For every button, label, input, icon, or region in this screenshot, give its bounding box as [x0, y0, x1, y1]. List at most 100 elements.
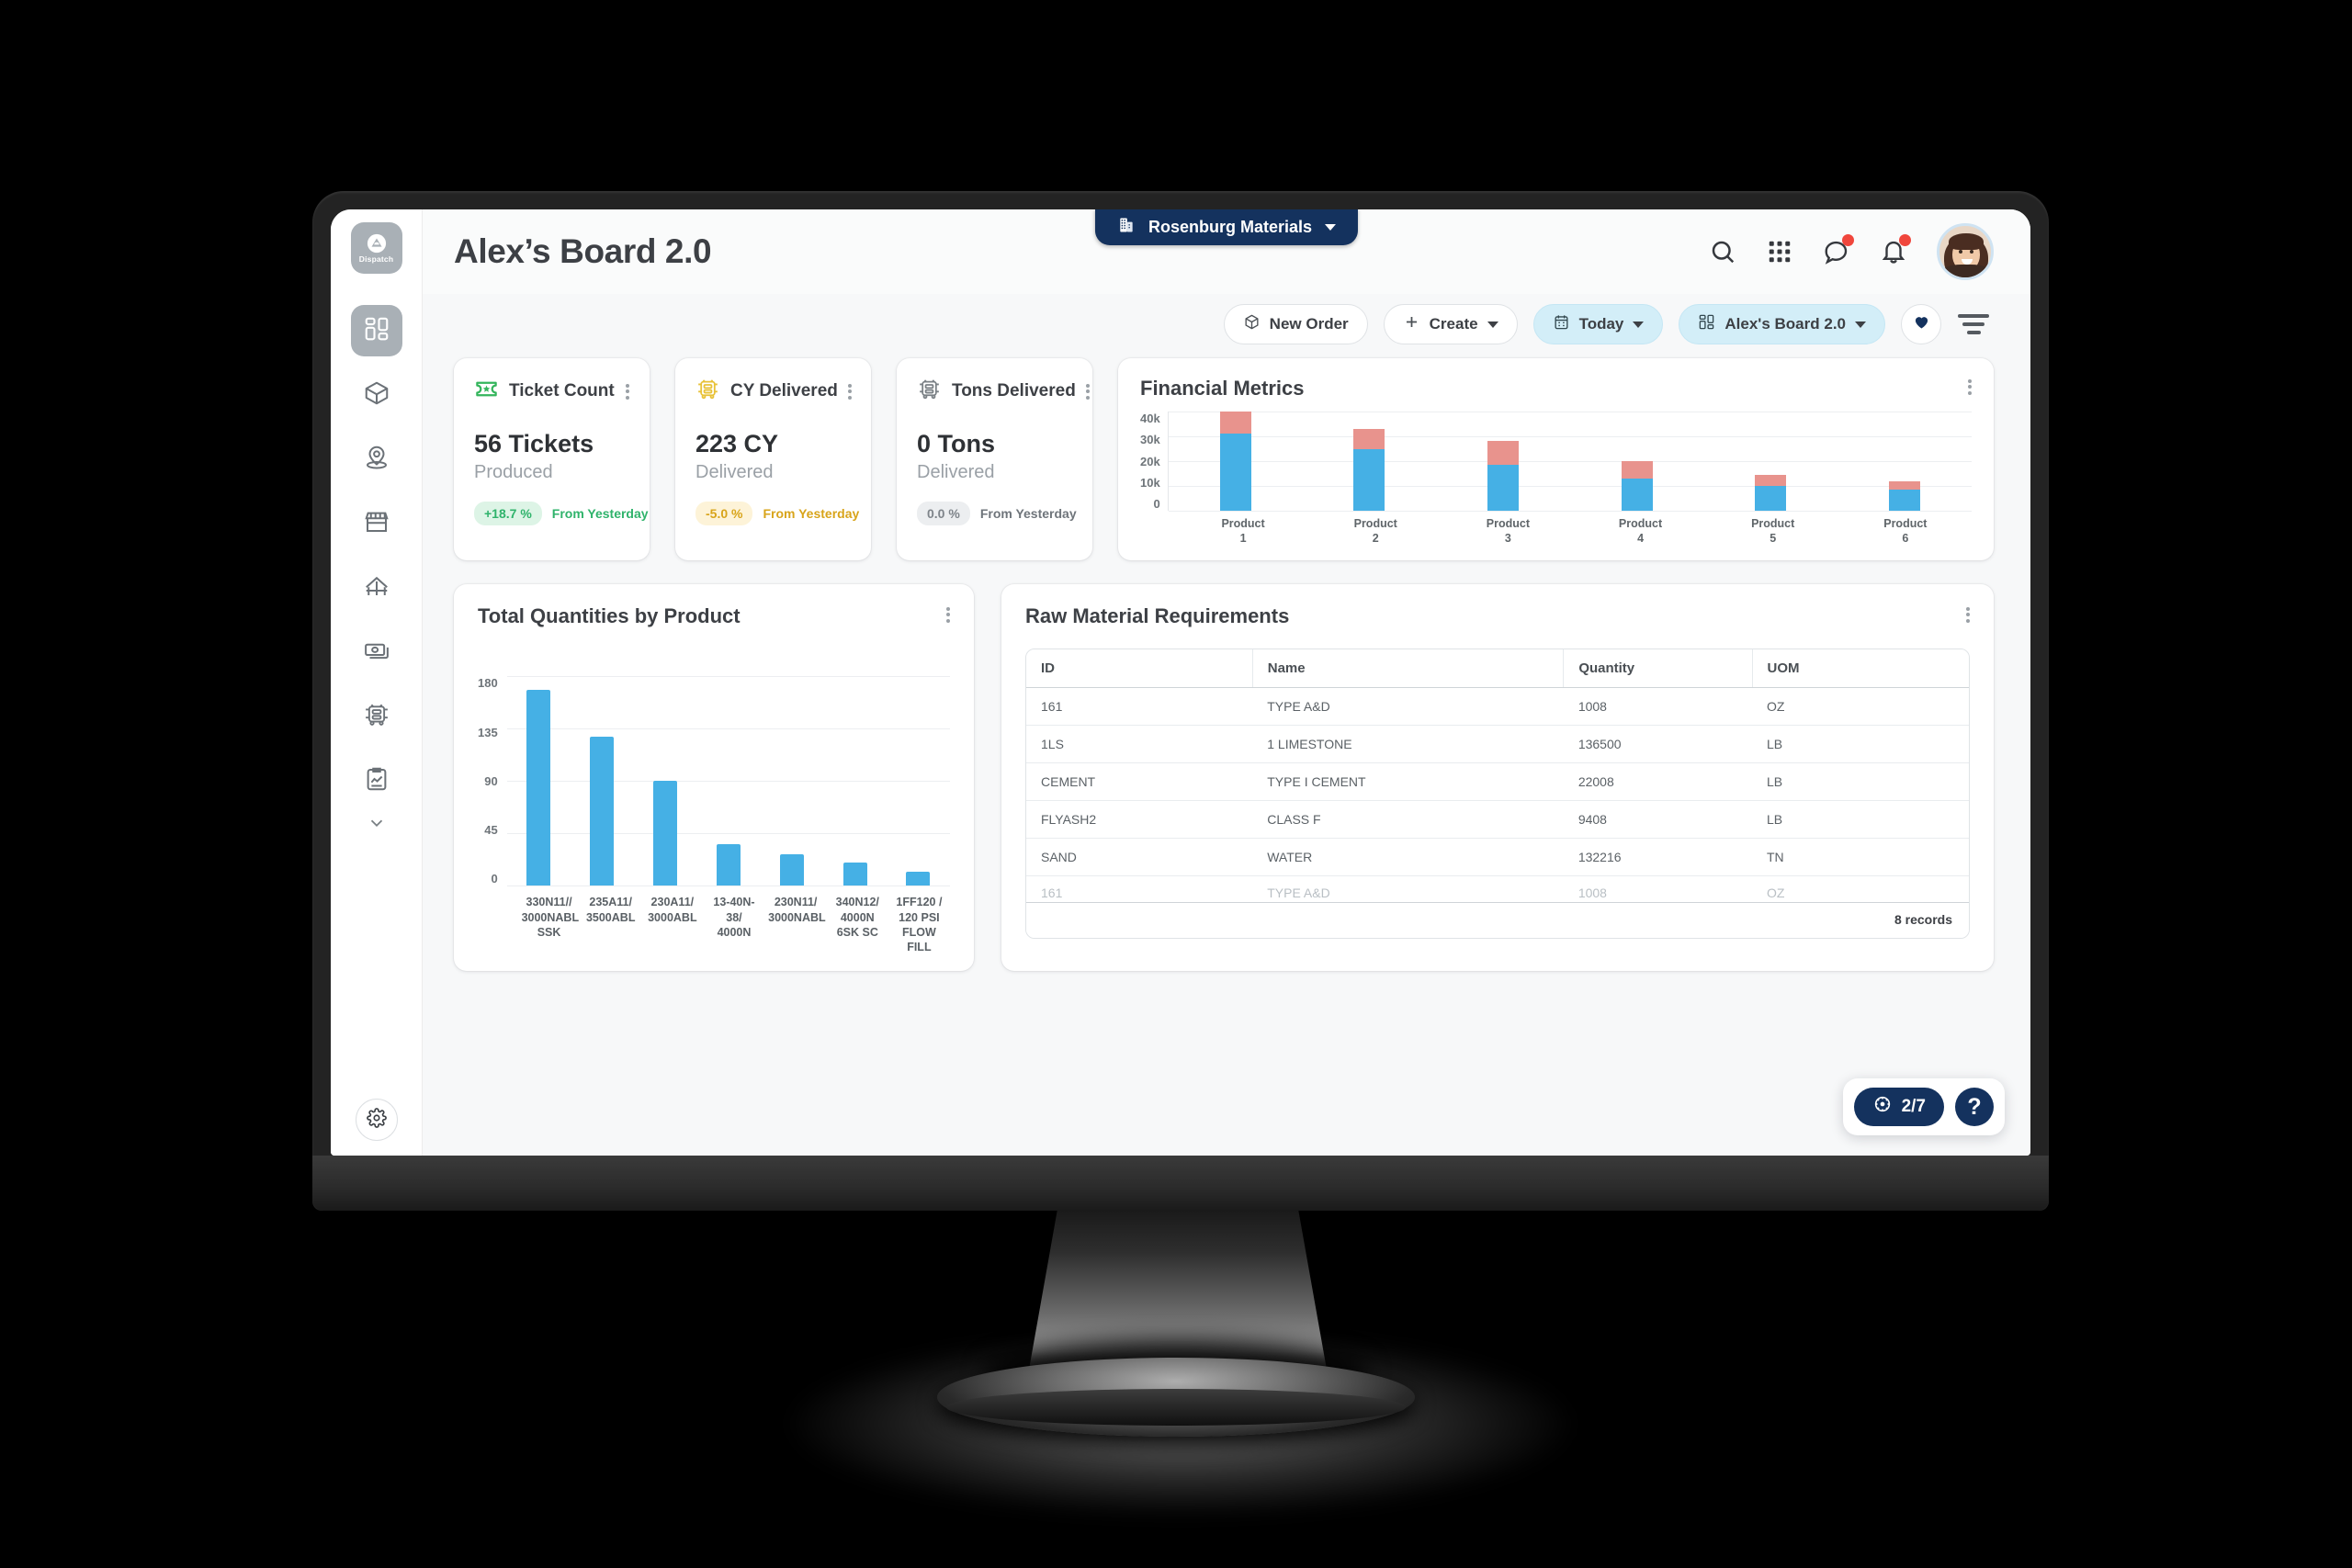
column-header[interactable]: UOM	[1751, 649, 1969, 689]
onboarding-progress-button[interactable]: 2/7	[1853, 1088, 1944, 1126]
sidebar: Dispatch	[331, 209, 423, 1156]
kpi-footer: +18.7 % From Yesterday	[474, 502, 649, 525]
brand-logo[interactable]: Dispatch	[350, 222, 402, 274]
calendar-icon	[1553, 313, 1570, 335]
y-tick-label: 0	[1153, 497, 1160, 511]
favorite-button[interactable]	[1901, 304, 1941, 344]
x-tick-label: Product 6	[1883, 517, 1928, 545]
y-tick-label: 90	[484, 773, 498, 788]
create-label: Create	[1429, 315, 1478, 333]
stacked-bar[interactable]	[1219, 412, 1251, 511]
bar[interactable]	[652, 781, 677, 886]
table-footer: 8 records	[1026, 902, 1969, 939]
stacked-bar[interactable]	[1755, 412, 1787, 511]
kpi-footer: -5.0 % From Yesterday	[695, 502, 859, 525]
stacked-bar[interactable]	[1889, 412, 1921, 511]
sidebar-expand[interactable]	[367, 807, 387, 843]
stacked-bar[interactable]	[1353, 412, 1385, 511]
apps-grid-icon[interactable]	[1766, 238, 1793, 265]
sidebar-settings[interactable]	[355, 1099, 398, 1141]
table-cell: LB	[1752, 725, 1969, 764]
more-options-icon[interactable]	[946, 604, 950, 625]
kpi-card-tons-delivered[interactable]: Tons Delivered 0 Tons Delivered 0.0 % Fr…	[897, 358, 1092, 561]
stacked-bar[interactable]	[1487, 412, 1519, 511]
bell-icon[interactable]	[1880, 234, 1911, 265]
y-tick-label: 135	[478, 725, 498, 739]
sidebar-item-locations[interactable]	[351, 434, 402, 485]
bar-segment-margin	[1353, 428, 1385, 449]
raw-materials-table-wrapper: ID Name Quantity UOM 161 TYPE A&D 1008 OZ 1LS 1 …	[1025, 649, 1970, 940]
table-row[interactable]: SAND WATER 132216 TN	[1026, 838, 1969, 877]
date-filter-button[interactable]: Today	[1532, 304, 1664, 344]
table-row[interactable]: CEMENT TYPE I CEMENT 22008 LB	[1026, 762, 1969, 802]
bar-segment-margin	[1219, 412, 1251, 434]
column-header[interactable]: Name	[1251, 649, 1564, 689]
more-options-icon[interactable]	[1968, 377, 1972, 397]
table-row[interactable]: 1LS 1 LIMESTONE 136500 LB	[1026, 725, 1969, 764]
table-cell: 22008	[1563, 762, 1752, 802]
more-options-icon[interactable]	[847, 381, 852, 401]
sidebar-item-dashboard[interactable]	[350, 305, 402, 356]
company-selector[interactable]: Rosenburg Materials	[1094, 209, 1359, 245]
filter-button[interactable]	[1957, 314, 1990, 334]
kpi-card-ticket-count[interactable]: Ticket Count 56 Tickets Produced +18.7 %…	[454, 358, 650, 561]
kpi-title: Tons Delivered	[952, 381, 1076, 400]
topbar-icons	[1709, 223, 1994, 280]
y-tick-label: 180	[478, 676, 498, 691]
date-filter-label: Today	[1578, 315, 1624, 333]
kpi-card-cy-delivered[interactable]: CY Delivered 223 CY Delivered -5.0 % Fro…	[675, 358, 871, 561]
kpi-compare-label: From Yesterday	[551, 506, 649, 521]
card-title: Financial Metrics	[1140, 377, 1305, 400]
bar[interactable]	[590, 737, 615, 886]
sidebar-item-plants[interactable]	[351, 562, 402, 614]
sidebar-item-billing[interactable]	[351, 626, 402, 678]
x-tick-label: 330N11//3000NABL SSK	[521, 896, 580, 939]
more-options-icon[interactable]	[1966, 604, 1970, 625]
kpi-title: CY Delivered	[730, 381, 838, 400]
more-options-icon[interactable]	[626, 381, 629, 401]
plot-area	[506, 676, 950, 887]
kpi-value: 0 Tons	[917, 430, 996, 457]
total-quantities-card[interactable]: Total Quantities by Product 180 135 90 45 0	[454, 584, 974, 972]
sidebar-item-trucks[interactable]	[351, 691, 402, 742]
y-tick-label: 40k	[1140, 412, 1160, 425]
bar[interactable]	[716, 843, 741, 886]
help-button[interactable]: ?	[1955, 1088, 1994, 1126]
financial-metrics-plot: 40k 30k 20k 10k 0	[1140, 412, 1972, 512]
table-cell: 9408	[1563, 800, 1752, 840]
chevron-down-icon	[367, 813, 387, 838]
raw-materials-table: ID Name Quantity UOM 161 TYPE A&D 1008 OZ 1LS 1 …	[1026, 649, 1969, 902]
sidebar-item-storefront[interactable]	[351, 498, 402, 549]
bar[interactable]	[779, 854, 804, 886]
truck-icon	[363, 701, 390, 733]
bar[interactable]	[842, 862, 867, 886]
kpi-title: Ticket Count	[509, 381, 615, 400]
create-button[interactable]: Create	[1383, 304, 1518, 344]
x-tick-label: Product 5	[1751, 517, 1795, 545]
user-avatar[interactable]	[1937, 223, 1994, 280]
sidebar-nav	[350, 305, 402, 807]
table-cell: SAND	[1026, 838, 1253, 877]
more-options-icon[interactable]	[1085, 381, 1090, 401]
bar[interactable]	[526, 690, 551, 886]
sidebar-item-products[interactable]	[351, 369, 402, 421]
card-header: Financial Metrics	[1140, 377, 1972, 400]
table-row[interactable]: 161 TYPE A&D 1008 OZ	[1026, 876, 1969, 903]
bar[interactable]	[906, 872, 931, 886]
search-icon[interactable]	[1709, 238, 1736, 265]
financial-metrics-card[interactable]: Financial Metrics 40k 30k 20k 10k 0	[1118, 358, 1994, 561]
x-tick-label: 340N12/4000N 6SK SC	[835, 896, 879, 939]
raw-materials-card[interactable]: Raw Material Requirements ID Name Quantity…	[1001, 584, 1994, 972]
plus-icon	[1403, 313, 1420, 335]
stacked-bar[interactable]	[1621, 412, 1653, 511]
column-header[interactable]: ID	[1026, 649, 1253, 689]
sidebar-item-reports[interactable]	[351, 755, 402, 807]
board-selector-button[interactable]: Alex's Board 2.0	[1679, 304, 1885, 344]
table-row[interactable]: FLYASH2 CLASS F 9408 LB	[1026, 800, 1969, 840]
x-tick-label: 235A11/3500ABL	[585, 896, 636, 924]
new-order-button[interactable]: New Order	[1223, 304, 1368, 344]
column-header[interactable]: Quantity	[1563, 649, 1752, 689]
chat-icon[interactable]	[1823, 234, 1854, 265]
table-row[interactable]: 161 TYPE A&D 1008 OZ	[1026, 687, 1969, 727]
table-cell: TYPE A&D	[1252, 687, 1564, 727]
